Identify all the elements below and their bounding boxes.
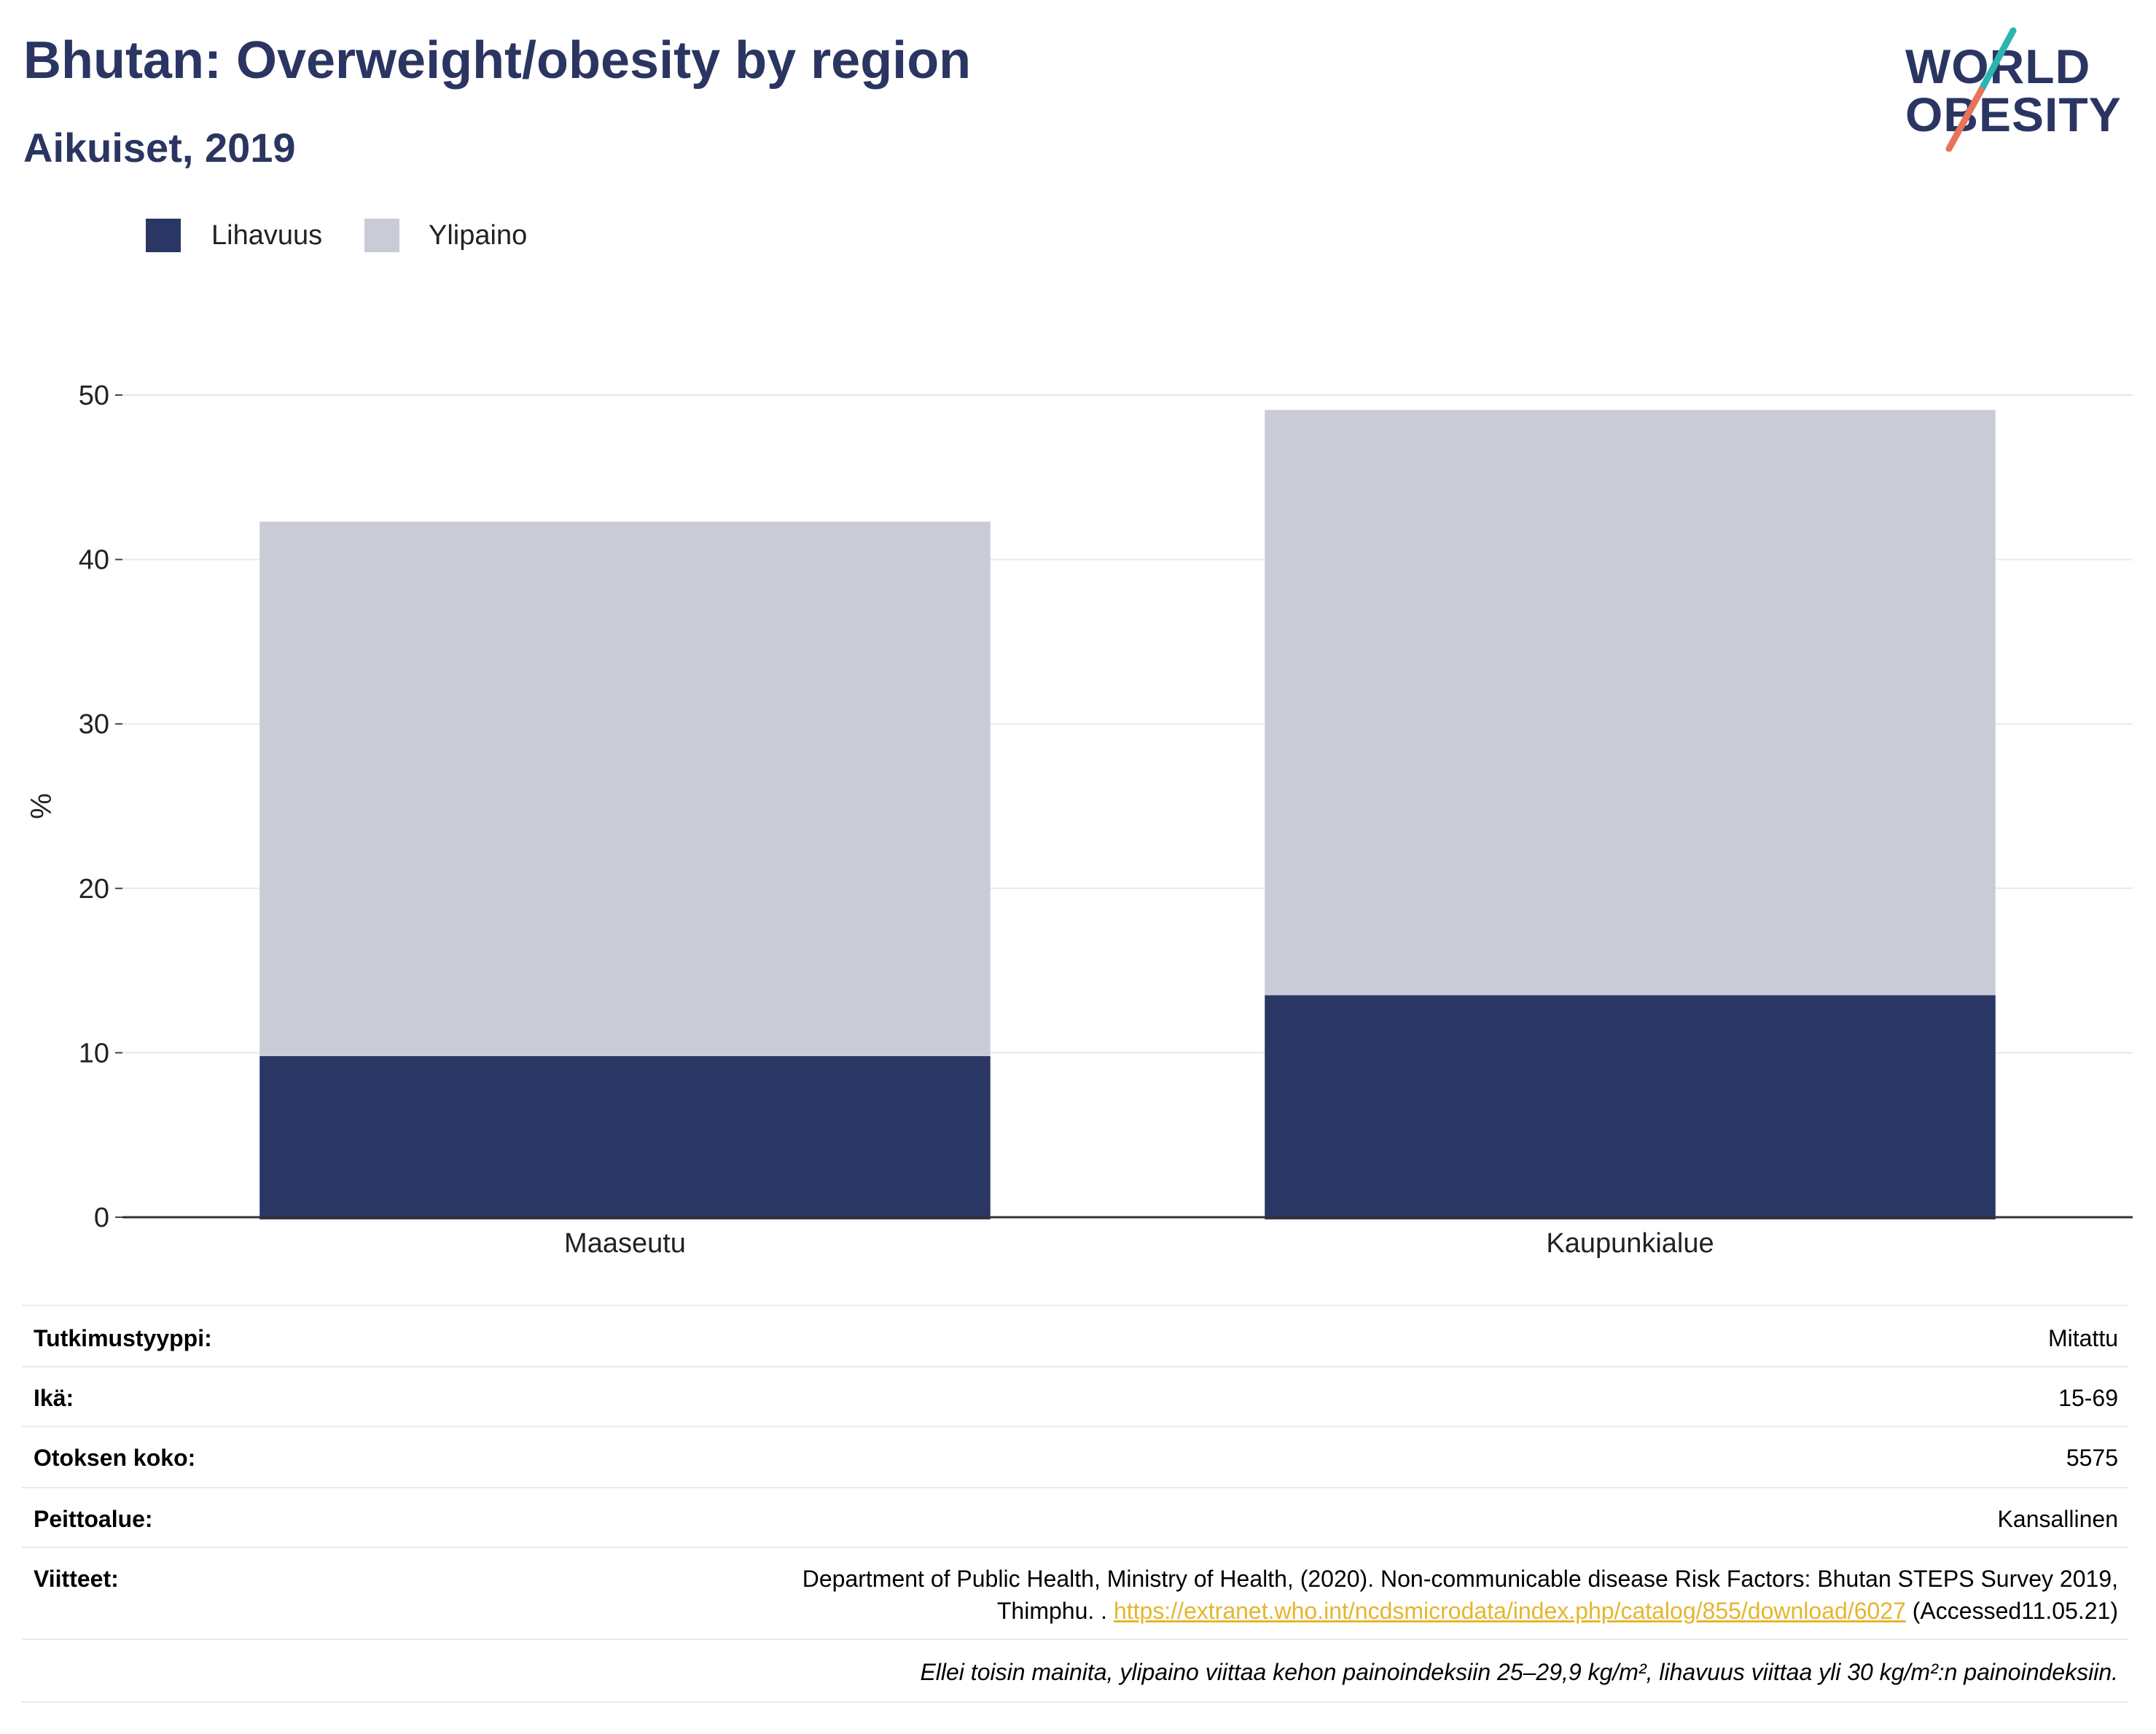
meta-value: 15-69	[2058, 1385, 2118, 1411]
meta-row-sample-size: Otoksen koko: 5575	[22, 1426, 2128, 1488]
reference-prefix: Thimphu. .	[996, 1598, 1114, 1624]
logo-word-obesity: OBESITY	[1905, 87, 2122, 141]
bar-overweight-urban	[1265, 410, 1996, 996]
legend-label-obesity: Lihavuus	[211, 220, 323, 251]
reference-line-2: Thimphu. . https://extranet.who.int/ncds…	[515, 1595, 2118, 1627]
reference-text: Department of Public Health, Ministry of…	[515, 1563, 2118, 1627]
bar-obesity-rural	[259, 1055, 991, 1219]
y-tick-label: 10	[79, 1038, 109, 1069]
chart-title: Bhutan: Overweight/obesity by region	[23, 31, 972, 90]
bar-overweight-rural	[259, 521, 991, 1056]
meta-value: 5575	[2066, 1445, 2118, 1471]
reference-suffix: (Accessed11.05.21)	[1905, 1598, 2118, 1624]
meta-row-note: Ellei toisin mainita, ylipaino viittaa k…	[22, 1639, 2128, 1703]
legend-label-overweight: Ylipaino	[429, 220, 528, 251]
x-tick-label: Maaseutu	[564, 1228, 686, 1259]
y-tick-label: 50	[79, 380, 109, 411]
meta-row-age: Ikä: 15-69	[22, 1366, 2128, 1427]
study-metadata-table: Tutkimustyyppi: Mitattu Ikä: 15-69 Otoks…	[22, 1305, 2128, 1713]
meta-row-study-type: Tutkimustyyppi: Mitattu	[22, 1305, 2128, 1367]
meta-value: Kansallinen	[1997, 1506, 2118, 1532]
meta-key: Otoksen koko:	[34, 1445, 196, 1471]
definition-note: Ellei toisin mainita, ylipaino viittaa k…	[920, 1659, 2118, 1685]
meta-key: Viitteet:	[34, 1566, 119, 1592]
bar-chart: 0 10 20 30 40 50% Maaseutu Kaupunkialue	[26, 380, 2133, 1259]
y-axis-label: %	[26, 793, 58, 819]
y-tick-label: 30	[79, 709, 109, 740]
legend-swatch-obesity	[146, 219, 181, 252]
meta-row-references: Viitteet: Department of Public Health, M…	[22, 1547, 2128, 1640]
meta-key: Tutkimustyyppi:	[34, 1325, 212, 1351]
logo-slash-icon	[1945, 27, 2017, 152]
legend-swatch-overweight	[364, 219, 399, 252]
y-tick-label: 20	[79, 874, 109, 905]
meta-value: Mitattu	[2047, 1325, 2118, 1351]
reference-link[interactable]: https://extranet.who.int/ncdsmicrodata/i…	[1113, 1598, 1906, 1624]
meta-key: Peittoalue:	[34, 1506, 153, 1532]
meta-key: Ikä:	[34, 1385, 74, 1411]
x-tick-label: Kaupunkialue	[1546, 1228, 1714, 1259]
y-tick-label: 40	[79, 545, 109, 576]
meta-row-coverage: Peittoalue: Kansallinen	[22, 1487, 2128, 1548]
bar-obesity-urban	[1265, 995, 1996, 1219]
reference-line-1: Department of Public Health, Ministry of…	[802, 1566, 2118, 1592]
chart-subtitle: Aikuiset, 2019	[23, 125, 296, 171]
world-obesity-logo: WORLD OBESITY	[1902, 20, 2143, 152]
y-tick-label: 0	[94, 1203, 109, 1233]
